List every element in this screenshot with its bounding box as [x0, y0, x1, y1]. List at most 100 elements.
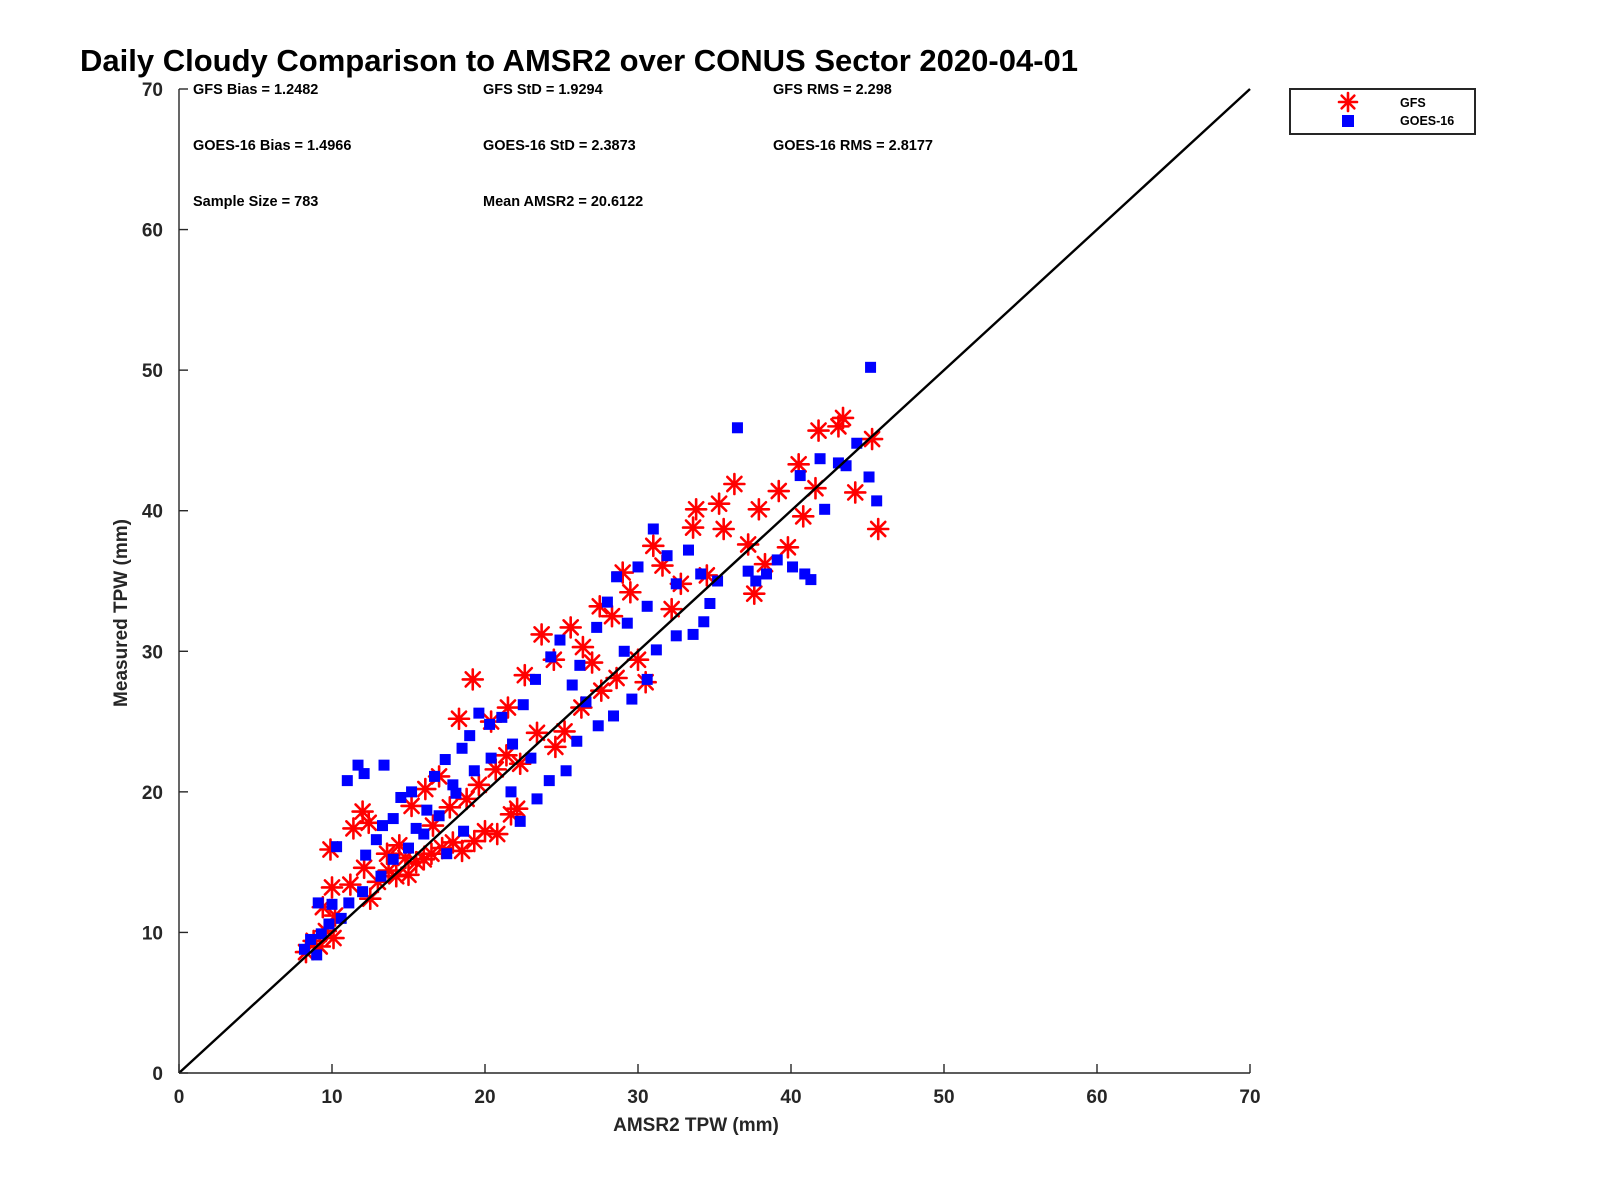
goes-point	[647, 523, 659, 535]
goes-point	[580, 696, 592, 708]
gfs-point	[767, 479, 791, 503]
goes-point	[712, 575, 724, 587]
gfs-point	[776, 535, 800, 559]
goes-point	[439, 754, 451, 766]
goes-point	[750, 575, 762, 587]
gfs-point	[807, 419, 830, 442]
goes-point	[331, 841, 343, 853]
goes-point	[496, 711, 508, 723]
goes-point	[591, 621, 603, 633]
gfs-point	[559, 616, 582, 639]
goes-point	[566, 679, 578, 691]
goes-point	[360, 849, 372, 861]
goes-point	[429, 770, 441, 782]
goes-point	[814, 453, 826, 465]
gfs-point	[320, 876, 344, 899]
gfs-point	[455, 787, 478, 811]
goes-point	[484, 718, 496, 730]
goes-point	[458, 825, 470, 837]
goes-point	[682, 544, 694, 556]
legend-label-gfs: GFS	[1400, 96, 1426, 110]
goes-point	[632, 561, 644, 573]
goes-point	[395, 791, 407, 803]
y-tick-label: 30	[142, 642, 163, 663]
legend-label-goes: GOES-16	[1400, 114, 1454, 128]
legend-gfs-asterisk-icon	[1337, 91, 1359, 113]
x-tick-label: 70	[1239, 1087, 1260, 1108]
y-tick-label: 40	[142, 502, 163, 523]
gfs-point	[530, 623, 553, 646]
legend: GFS GOES-16	[1289, 88, 1476, 135]
goes-point	[505, 786, 517, 798]
gfs-point	[619, 580, 642, 604]
goes-point	[661, 550, 673, 562]
stat-sample-size: Sample Size = 783	[193, 194, 318, 210]
goes-point	[335, 912, 347, 924]
goes-point	[871, 495, 883, 507]
goes-point	[468, 765, 480, 777]
goes-point	[326, 898, 338, 910]
gfs-point	[485, 822, 509, 846]
y-tick-label: 20	[142, 783, 163, 804]
goes-point	[787, 561, 799, 573]
stat-gfs-rms: GFS RMS = 2.298	[773, 82, 892, 98]
goes-point	[618, 645, 630, 657]
goes-point	[514, 815, 526, 827]
goes-point	[410, 822, 422, 834]
goes-point	[529, 673, 541, 685]
gfs-point	[707, 492, 731, 515]
goes-point	[406, 786, 418, 798]
goes-point	[771, 554, 783, 566]
goes-point	[473, 707, 485, 719]
goes-point	[571, 735, 583, 747]
y-axis-label: Measured TPW (mm)	[111, 519, 132, 707]
gfs-point	[684, 498, 708, 521]
goes-point	[641, 600, 653, 612]
x-tick-label: 10	[321, 1087, 342, 1108]
goes-point	[554, 634, 566, 646]
one-to-one-reference-line	[178, 88, 1251, 1074]
goes-point	[525, 752, 537, 764]
gfs-point	[580, 651, 604, 674]
x-tick-label: 20	[474, 1087, 495, 1108]
goes-point	[485, 752, 497, 764]
goes-point	[447, 779, 459, 791]
goes-point	[687, 628, 699, 640]
gfs-point	[495, 744, 518, 767]
goes-point	[545, 651, 557, 663]
x-tick-label: 0	[174, 1087, 185, 1108]
axis-ticks: 0 10 20 30 40 50 60 70 0 10 20 30 40 50 60 70	[142, 80, 1261, 1108]
gfs-point	[626, 648, 650, 672]
goes-point	[626, 693, 638, 705]
goes-point	[592, 720, 604, 732]
gfs-point	[831, 406, 855, 430]
goes-point	[507, 738, 519, 750]
goes-point	[574, 659, 586, 671]
goes-point	[352, 759, 364, 771]
y-tick-label: 60	[142, 221, 163, 242]
gfs-point	[660, 597, 683, 621]
goes-point	[761, 568, 773, 580]
goes-point	[433, 810, 445, 822]
goes-point	[378, 759, 390, 771]
gfs-point	[461, 668, 485, 691]
gfs-point	[600, 604, 624, 628]
gfs-point	[681, 516, 705, 539]
goes-point	[450, 787, 462, 799]
gfs-point	[357, 811, 381, 835]
goes-point	[742, 565, 754, 577]
points-layer	[294, 361, 890, 964]
goes-point	[865, 361, 877, 373]
x-tick-label: 50	[933, 1087, 954, 1108]
goes-point	[794, 470, 806, 482]
gfs-point	[553, 720, 576, 743]
gfs-point	[508, 752, 532, 776]
goes-point	[456, 742, 468, 754]
goes-point	[731, 422, 743, 434]
goes-point	[298, 943, 310, 955]
gfs-point	[860, 427, 884, 451]
gfs-point	[712, 517, 735, 541]
goes-point	[851, 437, 863, 449]
goes-point	[517, 699, 529, 711]
goes-point	[543, 775, 555, 787]
